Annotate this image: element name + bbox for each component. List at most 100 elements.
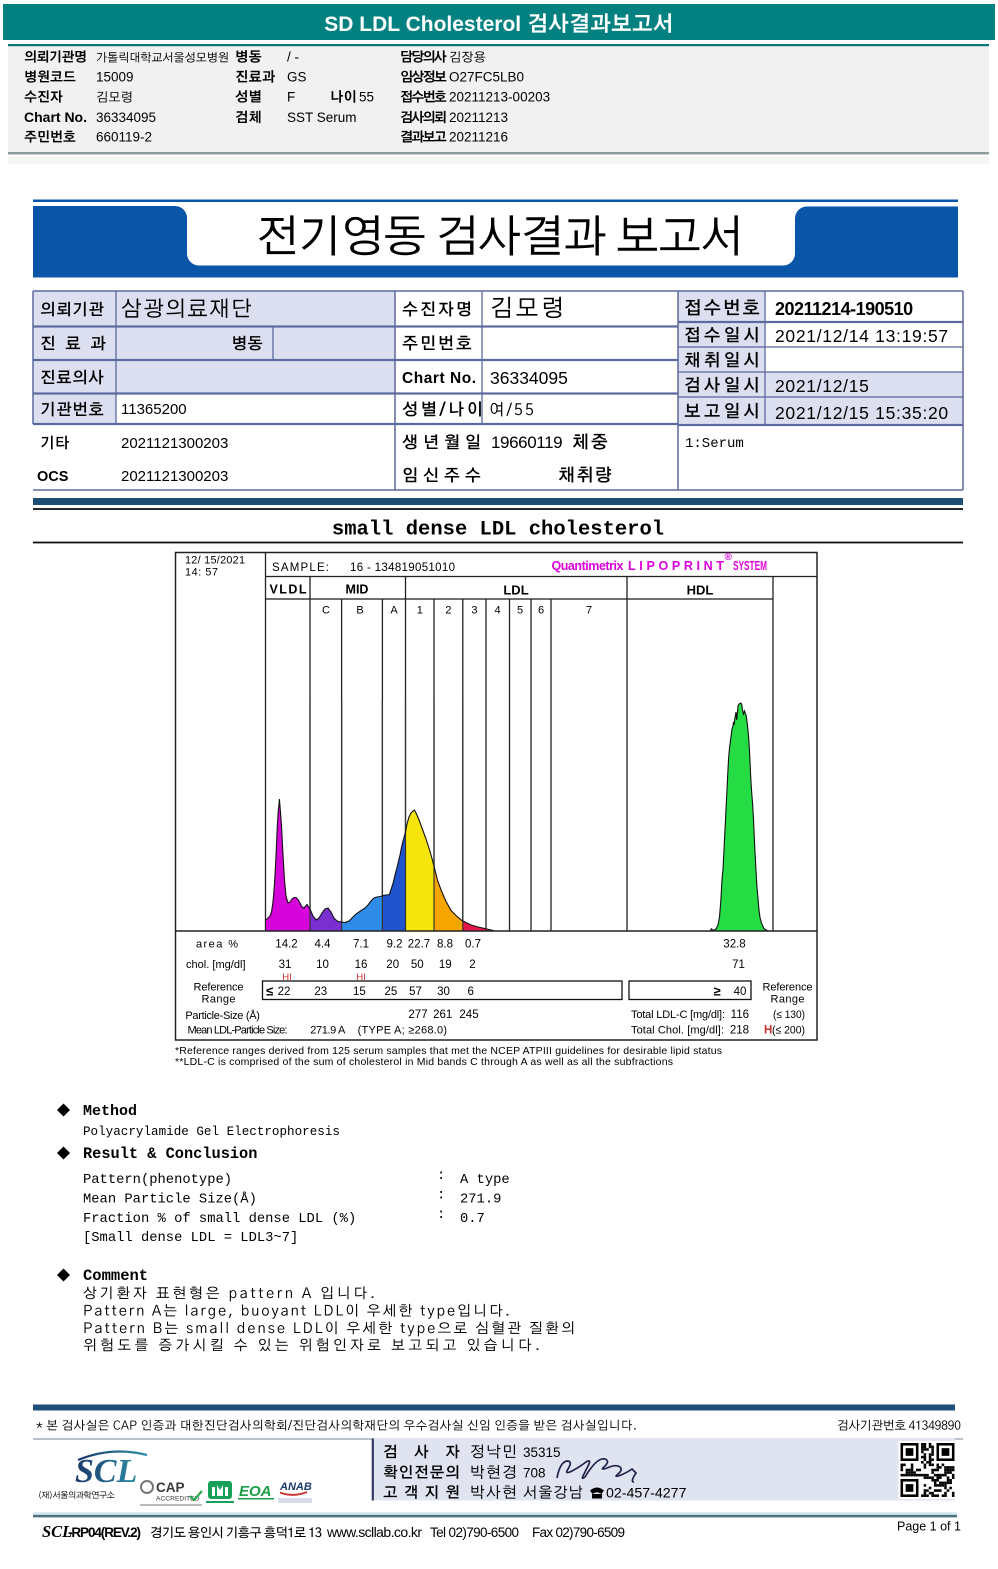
svg-text:HI: HI bbox=[282, 972, 292, 983]
svg-text:H: H bbox=[764, 1025, 772, 1037]
svg-text:chol. [mg/dl]: chol. [mg/dl] bbox=[186, 959, 246, 971]
svg-text:50: 50 bbox=[411, 959, 424, 971]
svg-text:C: C bbox=[322, 605, 330, 617]
svg-text:Chart No.: Chart No. bbox=[402, 370, 476, 387]
svg-text:02-457-4277: 02-457-4277 bbox=[606, 1486, 687, 1502]
svg-text::: : bbox=[437, 1169, 445, 1184]
svg-text:F: F bbox=[287, 90, 295, 105]
svg-text:2021/12/15 15:35:20: 2021/12/15 15:35:20 bbox=[775, 403, 949, 423]
svg-text:20211216: 20211216 bbox=[449, 130, 508, 145]
svg-text:Total LDL-C [mg/dl]:: Total LDL-C [mg/dl]: bbox=[631, 1009, 725, 1021]
svg-text:SCL: SCL bbox=[75, 1453, 137, 1490]
svg-text:www.scllab.co.kr: www.scllab.co.kr bbox=[326, 1524, 422, 1540]
svg-text:1: 1 bbox=[417, 605, 423, 617]
svg-text:2021/12/14 13:19:57: 2021/12/14 13:19:57 bbox=[775, 326, 949, 346]
svg-text:15: 15 bbox=[353, 986, 366, 998]
svg-text:14.2: 14.2 bbox=[275, 939, 297, 951]
svg-text:20: 20 bbox=[386, 959, 399, 971]
svg-text:2: 2 bbox=[445, 605, 451, 617]
svg-text:22.7: 22.7 bbox=[408, 939, 430, 951]
svg-text:19: 19 bbox=[439, 959, 452, 971]
svg-text:**LDL-C is comprised of the su: **LDL-C is comprised of the sum of chole… bbox=[175, 1056, 673, 1068]
svg-text:277: 277 bbox=[408, 1009, 427, 1021]
svg-text:A: A bbox=[390, 605, 398, 617]
svg-text:MID: MID bbox=[346, 583, 369, 597]
svg-text:Tel 02)790-6500: Tel 02)790-6500 bbox=[430, 1525, 519, 1540]
svg-text:Polyacrylamide Gel Electrophor: Polyacrylamide Gel Electrophoresis bbox=[83, 1125, 340, 1139]
svg-text:36334095: 36334095 bbox=[490, 368, 568, 388]
svg-text:4: 4 bbox=[494, 605, 500, 617]
svg-text:Page 1 of 1: Page 1 of 1 bbox=[897, 1520, 961, 1534]
svg-text:5: 5 bbox=[517, 605, 523, 617]
svg-text:Particle-Size (Å): Particle-Size (Å) bbox=[185, 1009, 260, 1022]
svg-text:Range: Range bbox=[771, 994, 805, 1006]
svg-text:(≤ 130): (≤ 130) bbox=[773, 1009, 805, 1021]
svg-text:small dense LDL cholesterol: small dense LDL cholesterol bbox=[332, 519, 664, 542]
svg-text:14: 57: 14: 57 bbox=[185, 567, 218, 579]
svg-text:19660119: 19660119 bbox=[491, 433, 562, 452]
svg-text:B: B bbox=[356, 605, 363, 617]
svg-text:SST Serum: SST Serum bbox=[287, 110, 357, 125]
svg-text:≥: ≥ bbox=[714, 984, 721, 999]
svg-text::: : bbox=[437, 1189, 445, 1204]
svg-text:Fax 02)790-6509: Fax 02)790-6509 bbox=[532, 1525, 625, 1540]
svg-text:SAMPLE:: SAMPLE: bbox=[272, 562, 329, 574]
svg-text:Result & Conclusion: Result & Conclusion bbox=[83, 1145, 257, 1163]
svg-text:VLDL: VLDL bbox=[270, 583, 307, 597]
svg-text:/ -: / - bbox=[287, 50, 299, 65]
svg-text:3: 3 bbox=[471, 605, 477, 617]
svg-text:22: 22 bbox=[278, 986, 291, 998]
svg-text:LDL: LDL bbox=[503, 583, 528, 598]
svg-text:660119-2: 660119-2 bbox=[96, 130, 152, 145]
svg-text:(≤ 200): (≤ 200) bbox=[772, 1025, 805, 1037]
svg-text:9.2: 9.2 bbox=[387, 939, 403, 951]
svg-text:271.9: 271.9 bbox=[460, 1193, 501, 1208]
svg-text:*Reference ranges derived from: *Reference ranges derived from 125 serum… bbox=[175, 1045, 722, 1057]
svg-text:25: 25 bbox=[385, 986, 398, 998]
svg-text:-RP04(REV.2): -RP04(REV.2) bbox=[68, 1525, 141, 1540]
svg-text:15009: 15009 bbox=[96, 70, 134, 85]
svg-text:1:Serum: 1:Serum bbox=[685, 436, 744, 452]
svg-text:OCS: OCS bbox=[37, 469, 69, 485]
svg-text:6: 6 bbox=[467, 986, 473, 998]
svg-text:HI: HI bbox=[356, 972, 366, 983]
svg-text:HDL: HDL bbox=[687, 583, 714, 598]
svg-text:71: 71 bbox=[732, 959, 745, 971]
svg-text:CAP: CAP bbox=[156, 1480, 185, 1495]
svg-text:Mean LDL-Particle Size:: Mean LDL-Particle Size: bbox=[188, 1025, 288, 1037]
svg-text:16 - 134819051010: 16 - 134819051010 bbox=[350, 562, 455, 574]
svg-text:SCL: SCL bbox=[42, 1522, 72, 1541]
svg-text:8.8: 8.8 bbox=[437, 939, 453, 951]
svg-text:2021121300203: 2021121300203 bbox=[121, 435, 228, 452]
svg-text:23: 23 bbox=[314, 986, 327, 998]
svg-text:O27FC5LB0: O27FC5LB0 bbox=[449, 70, 524, 85]
svg-text:Quantimetrix: Quantimetrix bbox=[552, 559, 624, 573]
svg-text:SD LDL Cholesterol: SD LDL Cholesterol bbox=[324, 13, 527, 36]
svg-text:Mean Particle Size(Å): Mean Particle Size(Å) bbox=[83, 1191, 257, 1208]
svg-text:20211213-00203: 20211213-00203 bbox=[449, 90, 550, 105]
svg-text:Method: Method bbox=[83, 1103, 137, 1120]
svg-text:40: 40 bbox=[734, 986, 747, 998]
svg-text:11365200: 11365200 bbox=[121, 401, 187, 418]
svg-text:271.9 A: 271.9 A bbox=[310, 1025, 346, 1037]
svg-text:Reference: Reference bbox=[763, 982, 813, 994]
svg-text:116: 116 bbox=[731, 1009, 749, 1021]
svg-text:35315: 35315 bbox=[523, 1445, 561, 1460]
svg-text:ANAB: ANAB bbox=[279, 1481, 312, 1493]
svg-text:2: 2 bbox=[469, 959, 475, 971]
svg-text:16: 16 bbox=[355, 959, 368, 971]
svg-text:Total Chol. [mg/dl]:: Total Chol. [mg/dl]: bbox=[631, 1025, 724, 1037]
svg-text:ACCREDITED: ACCREDITED bbox=[156, 1496, 200, 1503]
svg-text:12/ 15/2021: 12/ 15/2021 bbox=[185, 555, 245, 567]
svg-text:LIPOPRINT: LIPOPRINT bbox=[628, 559, 724, 573]
svg-text:2021121300203: 2021121300203 bbox=[121, 468, 228, 485]
svg-text:Chart No.: Chart No. bbox=[24, 109, 87, 125]
svg-text:SYSTEM: SYSTEM bbox=[733, 559, 767, 573]
svg-text:GS: GS bbox=[287, 70, 307, 85]
svg-text:2021/12/15: 2021/12/15 bbox=[775, 376, 870, 396]
svg-text:708: 708 bbox=[523, 1466, 546, 1481]
svg-text:55: 55 bbox=[359, 90, 374, 105]
svg-text:10: 10 bbox=[316, 959, 329, 971]
svg-text:32.8: 32.8 bbox=[723, 939, 745, 951]
svg-text:Reference: Reference bbox=[194, 982, 244, 994]
